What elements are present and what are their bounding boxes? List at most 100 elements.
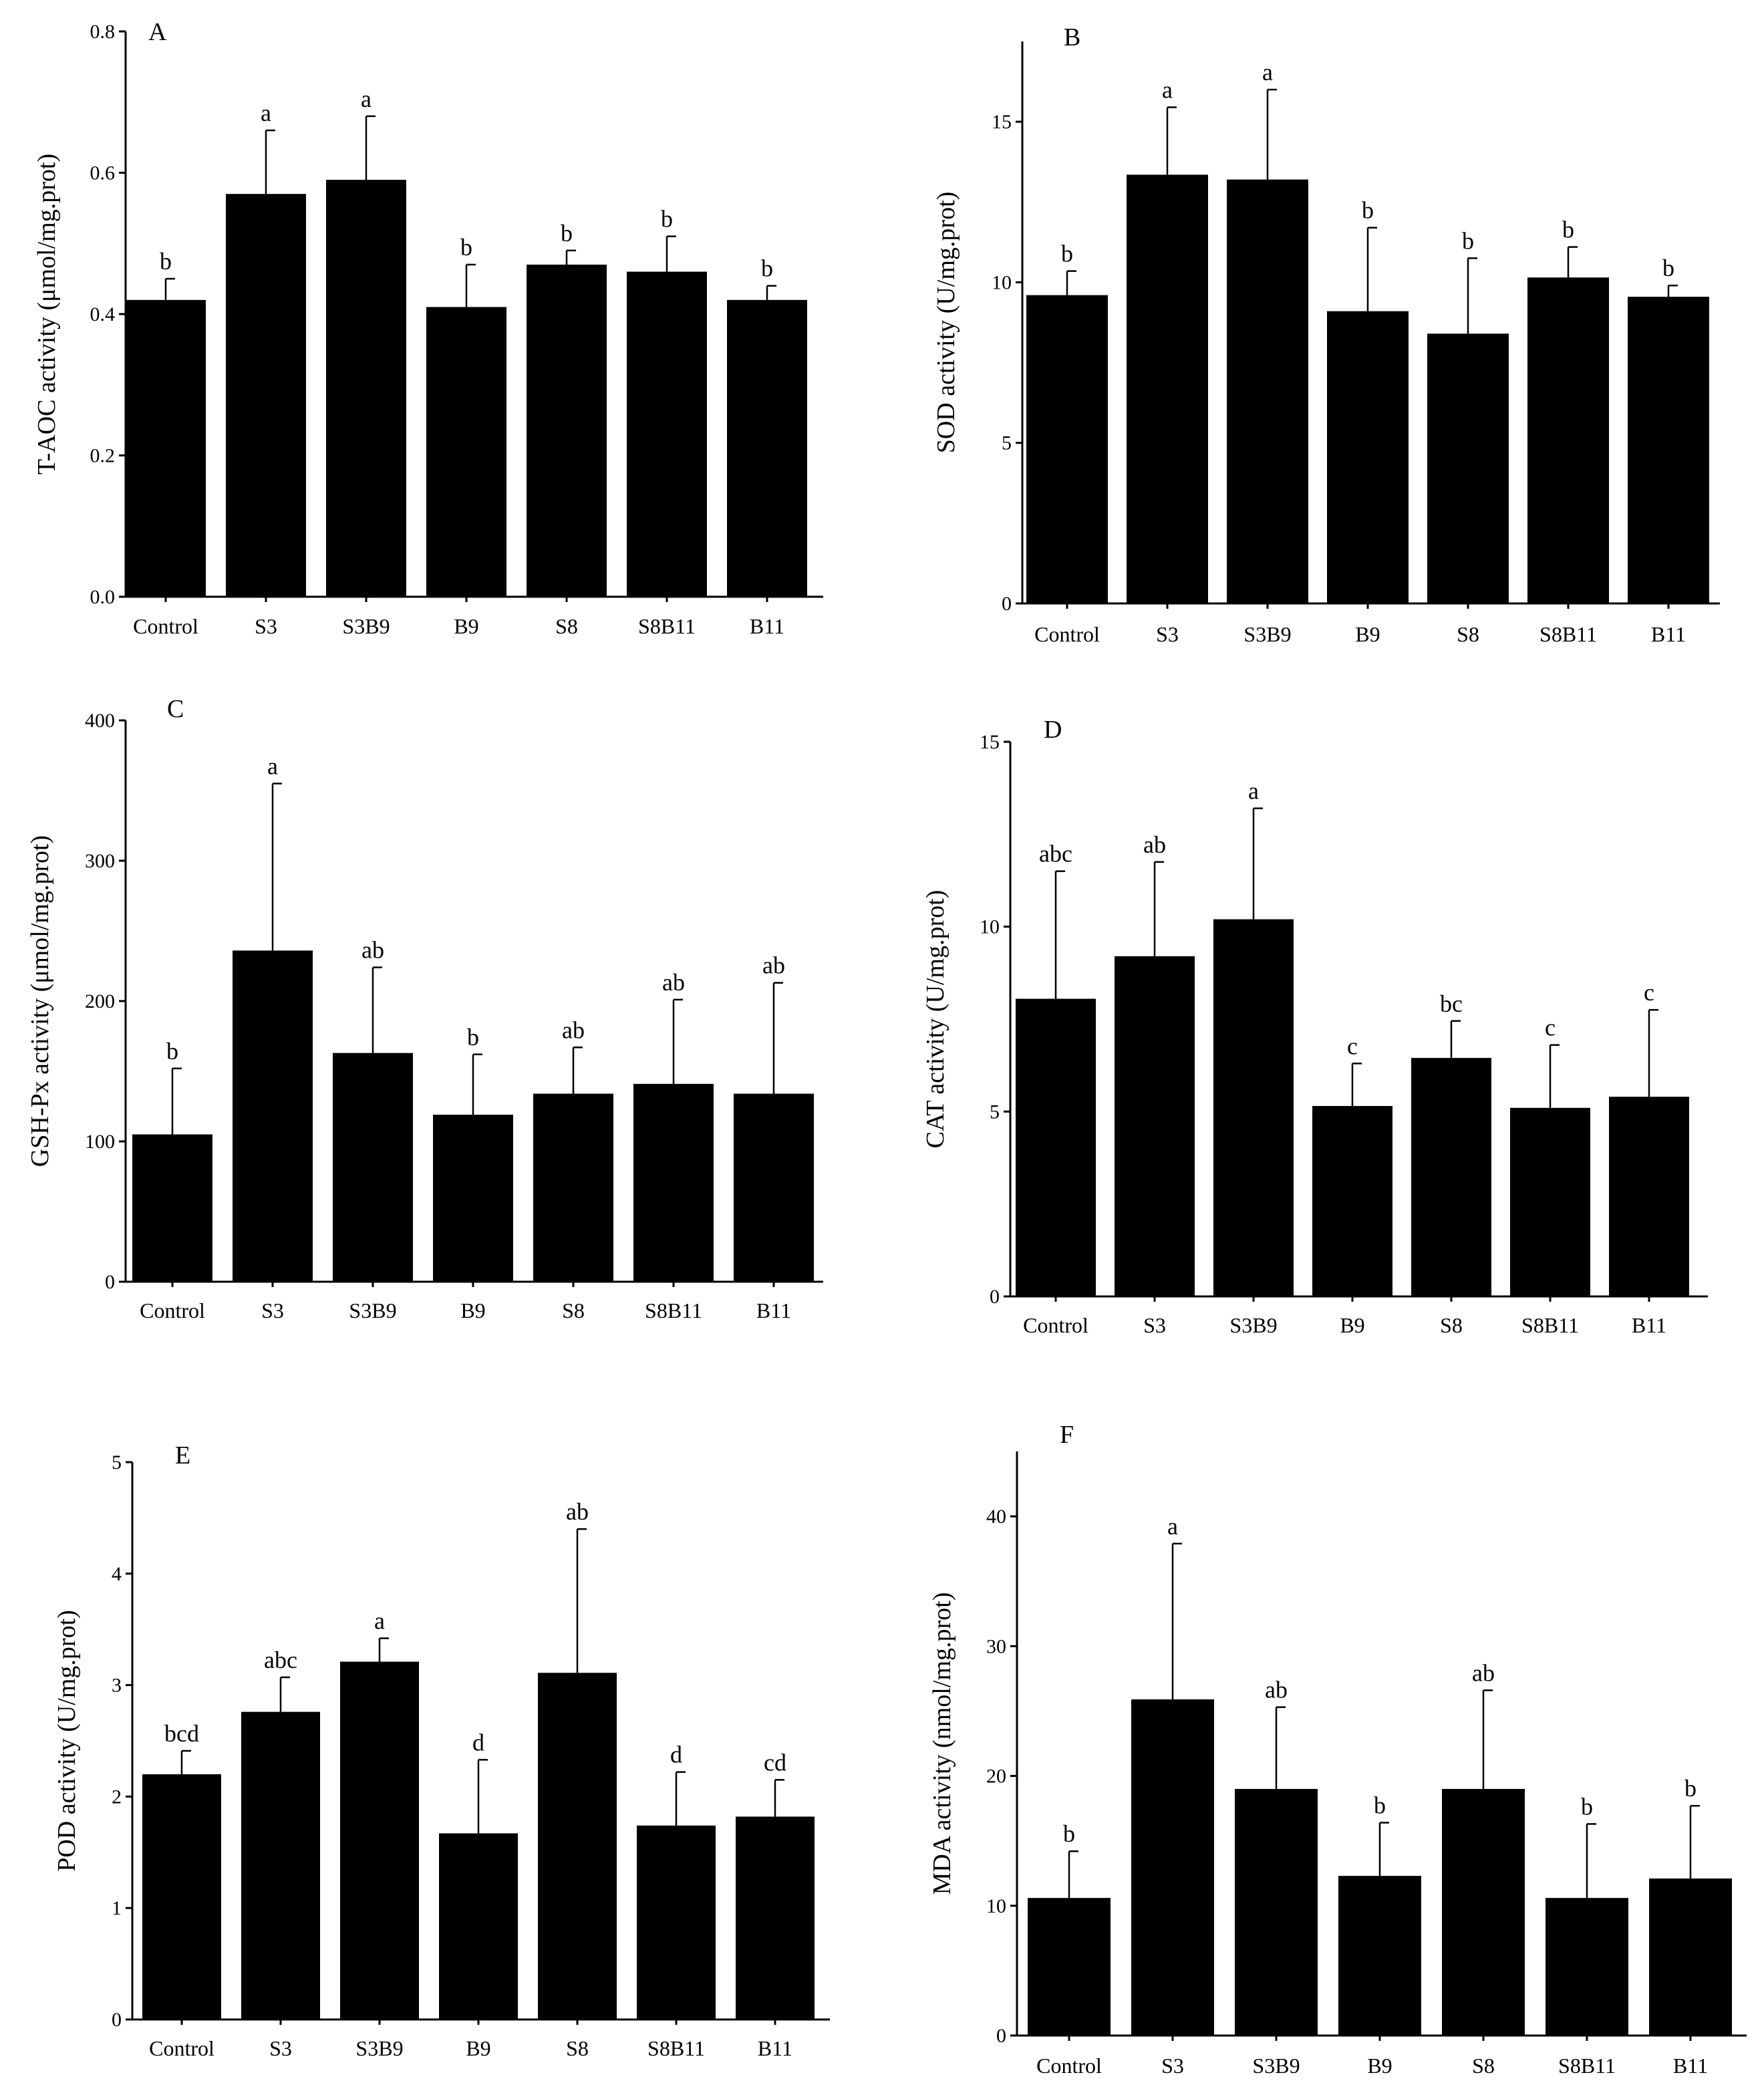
y-tick-label: 1 [112, 1897, 122, 1919]
bar-s8b11 [633, 1083, 714, 1282]
bar-s8b11 [637, 1825, 716, 2019]
x-tick-label: S8B11 [645, 1298, 702, 1322]
x-tick-label: B11 [1632, 1313, 1666, 1337]
y-tick-label: 0.4 [90, 303, 116, 325]
significance-label: abc [264, 1647, 297, 1673]
x-tick-label: B9 [1367, 2054, 1392, 2078]
chart-panel-e: 0 1 2 3 4 5 E POD activity (U/mg.prot) bcd Contro… [53, 1441, 830, 2060]
y-tick-label: 300 [85, 850, 115, 872]
y-tick-label: 0 [112, 2009, 122, 2031]
bar-s8b11 [627, 271, 707, 597]
significance-label: b [761, 255, 773, 282]
x-tick-label: Control [1034, 622, 1100, 646]
x-tick-label: B11 [1651, 622, 1686, 646]
y-tick-label: 5 [112, 1451, 122, 1474]
y-tick-label: 0 [105, 1271, 115, 1293]
y-tick-label: 100 [85, 1131, 115, 1153]
y-tick-label: 15 [980, 731, 1000, 753]
bar-control [126, 299, 206, 597]
x-tick-label: S8B11 [638, 614, 696, 638]
bar-s8 [1427, 333, 1509, 603]
significance-label: d [670, 1741, 682, 1768]
significance-label: b [1374, 1792, 1386, 1818]
significance-label: c [1347, 1032, 1358, 1059]
x-tick-label: S8B11 [1521, 1313, 1579, 1337]
bar-b9 [1338, 1876, 1421, 2036]
x-tick-label: B11 [1673, 2054, 1708, 2078]
x-tick-label: B11 [756, 1298, 791, 1322]
x-tick-label: S8B11 [1558, 2054, 1616, 2078]
significance-label: ab [1143, 831, 1166, 858]
y-tick-label: 15 [992, 111, 1012, 133]
significance-label: a [261, 100, 271, 126]
significance-label: bc [1440, 990, 1463, 1017]
significance-label: c [1545, 1014, 1556, 1041]
bar-s8b11 [1527, 277, 1609, 603]
y-axis-label: GSH-Px activity (μmol/mg.prot) [26, 835, 54, 1167]
significance-label: b [1581, 1793, 1593, 1820]
x-tick-label: Control [149, 2036, 214, 2060]
significance-label: cd [764, 1749, 786, 1776]
x-tick-label: S8 [555, 614, 578, 638]
y-tick-label: 0.8 [90, 21, 116, 43]
y-tick-label: 0 [990, 1286, 1000, 1308]
y-tick-label: 5 [1002, 432, 1012, 454]
significance-label: b [166, 1038, 178, 1065]
y-axis-label: POD activity (U/mg.prot) [53, 1610, 81, 1872]
x-tick-label: Control [133, 614, 198, 638]
x-tick-label: B9 [466, 2036, 490, 2060]
panel-label: E [175, 1441, 190, 1470]
x-tick-label: S3B9 [1229, 1313, 1277, 1337]
bar-s3b9 [326, 180, 406, 597]
y-tick-label: 200 [85, 990, 115, 1012]
bar-s3 [226, 194, 306, 597]
x-tick-label: S3 [255, 614, 277, 638]
significance-label: ab [762, 952, 785, 979]
y-tick-label: 400 [85, 710, 115, 732]
x-tick-label: S3 [261, 1298, 284, 1322]
panel-label: B [1064, 23, 1080, 51]
significance-label: ab [1265, 1677, 1288, 1703]
x-tick-label: B9 [1340, 1313, 1364, 1337]
y-tick-label: 30 [986, 1635, 1006, 1657]
significance-label: a [267, 753, 278, 780]
significance-label: a [374, 1608, 385, 1635]
bar-s3b9 [1213, 919, 1294, 1296]
significance-label: b [1362, 197, 1374, 224]
chart-panel-b: 0 5 10 15 B SOD activity (U/mg.prot) b Control a… [932, 23, 1720, 646]
y-axis-label: CAT activity (U/mg.prot) [921, 890, 949, 1149]
bar-s3b9 [340, 1661, 419, 2019]
x-tick-label: S3B9 [355, 2036, 403, 2060]
bar-s8 [538, 1673, 617, 2019]
y-tick-label: 3 [112, 1675, 122, 1697]
bar-b9 [1327, 311, 1409, 603]
panel-label: A [148, 18, 167, 46]
y-tick-label: 0 [996, 2025, 1006, 2047]
bar-b11 [736, 1816, 815, 2019]
y-axis-label: SOD activity (U/mg.prot) [932, 192, 960, 454]
significance-label: d [472, 1729, 484, 1756]
bar-s3b9 [1227, 179, 1308, 603]
x-tick-label: B9 [1355, 622, 1380, 646]
x-tick-label: B9 [460, 1298, 485, 1322]
x-tick-label: S8 [562, 1298, 585, 1322]
significance-label: ab [1472, 1659, 1495, 1686]
bar-s8b11 [1510, 1107, 1590, 1296]
chart-panel-f: 0 10 20 30 40 F MDA activity (nmol/mg.prot) b Co… [928, 1421, 1747, 2078]
bar-b9 [433, 1115, 513, 1282]
x-tick-label: B11 [758, 2036, 792, 2060]
x-tick-label: S3 [269, 2036, 292, 2060]
bar-b9 [1312, 1106, 1392, 1296]
bar-s3b9 [333, 1053, 413, 1282]
bar-b11 [734, 1093, 814, 1282]
significance-label: abc [1039, 841, 1072, 867]
x-tick-label: S3B9 [1252, 2054, 1300, 2078]
y-tick-label: 10 [992, 271, 1012, 293]
x-tick-label: S8B11 [1539, 622, 1597, 646]
bar-s3 [233, 950, 313, 1282]
significance-label: b [1662, 255, 1674, 281]
x-tick-label: S8B11 [647, 2036, 705, 2060]
bar-s8 [1411, 1058, 1491, 1296]
chart-panel-c: 0 100 200 300 400 C GSH-Px activity (μmol/mg.p… [26, 695, 823, 1322]
